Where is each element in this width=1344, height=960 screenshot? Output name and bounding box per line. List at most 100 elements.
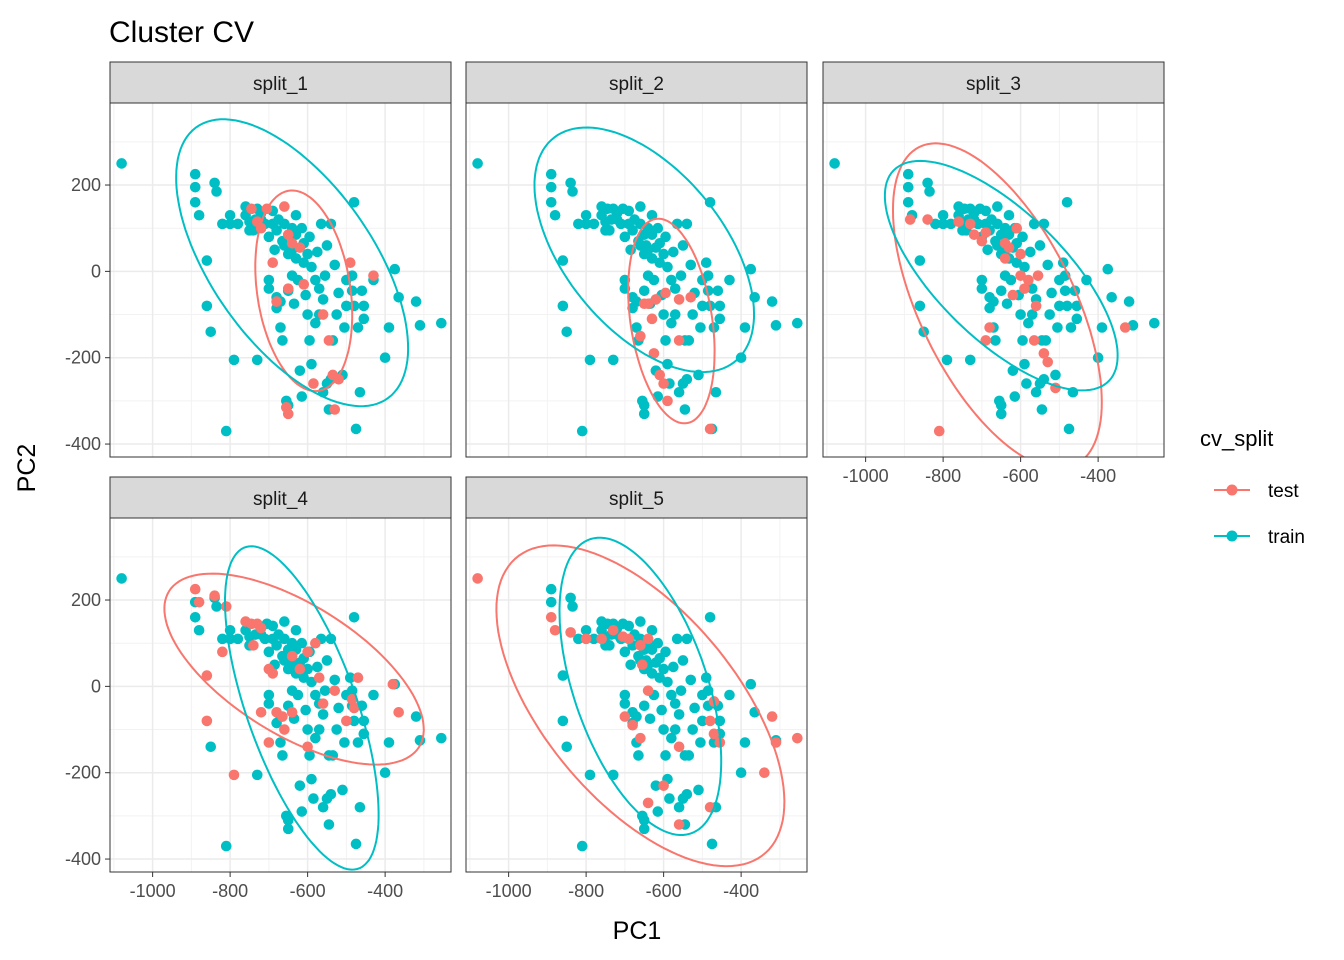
- point-train: [669, 698, 681, 709]
- point-test: [933, 425, 945, 437]
- point-train: [1030, 386, 1042, 398]
- point-test: [279, 201, 290, 212]
- point-train: [638, 823, 650, 835]
- panel-split_4: split_4 -400 -200 0 200 -1000 -800 -600 -400: [65, 476, 452, 901]
- point-train: [992, 201, 1003, 212]
- point-train: [735, 352, 747, 364]
- point-test: [282, 283, 294, 294]
- point-train: [319, 270, 331, 281]
- point-test: [549, 624, 561, 636]
- x-tick-label: -800: [212, 881, 248, 901]
- y-tick-label: -200: [65, 348, 101, 368]
- point-train: [995, 408, 1007, 420]
- point-train: [631, 322, 642, 333]
- point-train: [348, 196, 360, 208]
- point-train: [331, 309, 342, 320]
- point-train: [232, 218, 244, 230]
- point-train: [565, 177, 576, 189]
- facet-panels: split_1 -400 -200 0 200 split_2 split_3 -1000 -8…: [65, 61, 1165, 901]
- x-tick-label: -600: [290, 881, 326, 901]
- point-train: [1106, 291, 1117, 303]
- point-train: [205, 741, 217, 753]
- point-test: [333, 373, 344, 385]
- point-train: [321, 655, 333, 666]
- point-test: [286, 238, 298, 249]
- point-train: [666, 274, 677, 286]
- point-test: [209, 590, 220, 602]
- x-axis-title: PC1: [613, 917, 662, 945]
- point-train: [700, 257, 712, 269]
- point-train: [331, 724, 342, 735]
- point-train: [677, 240, 689, 251]
- point-train: [671, 633, 683, 645]
- point-train: [300, 704, 311, 716]
- point-train: [972, 218, 984, 230]
- point-test: [642, 797, 654, 809]
- point-train: [693, 784, 704, 796]
- point-train: [346, 285, 358, 297]
- point-train: [557, 300, 569, 312]
- point-train: [561, 741, 573, 753]
- point-test: [1042, 356, 1054, 368]
- point-train: [356, 285, 368, 297]
- point-train: [1036, 404, 1048, 415]
- plot-background: [110, 103, 451, 457]
- point-train: [310, 732, 321, 744]
- point-train: [669, 309, 681, 320]
- point-train: [995, 399, 1007, 411]
- point-train: [1071, 300, 1083, 312]
- point-test: [263, 737, 275, 748]
- point-train: [294, 780, 306, 791]
- point-train: [319, 685, 331, 696]
- point-test: [279, 724, 290, 735]
- point-test: [255, 706, 267, 718]
- point-train: [660, 335, 671, 346]
- point-train: [209, 177, 220, 189]
- point-train: [792, 317, 803, 329]
- point-test: [310, 637, 321, 649]
- point-train: [296, 637, 308, 649]
- point-train: [735, 767, 747, 779]
- point-train: [290, 253, 302, 264]
- panel-border: [465, 102, 808, 458]
- point-train: [263, 689, 275, 701]
- point-test: [1023, 274, 1034, 286]
- points-split_2: [472, 158, 803, 437]
- point-train: [306, 676, 317, 688]
- point-train: [675, 685, 687, 696]
- x-tick-label: -400: [367, 881, 403, 901]
- point-test: [704, 715, 716, 727]
- point-train: [937, 209, 949, 221]
- point-train: [329, 674, 341, 686]
- plot-background: [823, 103, 1164, 457]
- point-test: [984, 322, 995, 333]
- point-train: [211, 186, 222, 197]
- point-train: [333, 702, 344, 714]
- legend-title: cv_split: [1200, 426, 1273, 451]
- point-test: [953, 216, 964, 228]
- point-test: [201, 715, 213, 727]
- panel-border: [109, 102, 452, 458]
- point-train: [217, 633, 228, 645]
- panel-split_2: split_2: [465, 61, 808, 458]
- point-train: [745, 678, 757, 690]
- point-train: [1025, 246, 1036, 258]
- point-train: [472, 158, 483, 169]
- point-test: [704, 423, 716, 435]
- point-train: [557, 670, 569, 681]
- point-train: [1149, 317, 1160, 329]
- point-train: [296, 391, 308, 402]
- point-train: [683, 335, 695, 346]
- point-train: [675, 270, 687, 281]
- point-test: [346, 694, 358, 705]
- point-train: [1005, 274, 1017, 286]
- point-test: [1028, 335, 1040, 346]
- point-train: [354, 801, 366, 813]
- plot-background: [110, 518, 451, 872]
- point-test: [217, 646, 228, 658]
- point-train: [545, 168, 557, 180]
- ellipse-train: [175, 118, 410, 408]
- point-train: [638, 399, 650, 411]
- point-train: [584, 769, 596, 781]
- point-test: [565, 627, 576, 638]
